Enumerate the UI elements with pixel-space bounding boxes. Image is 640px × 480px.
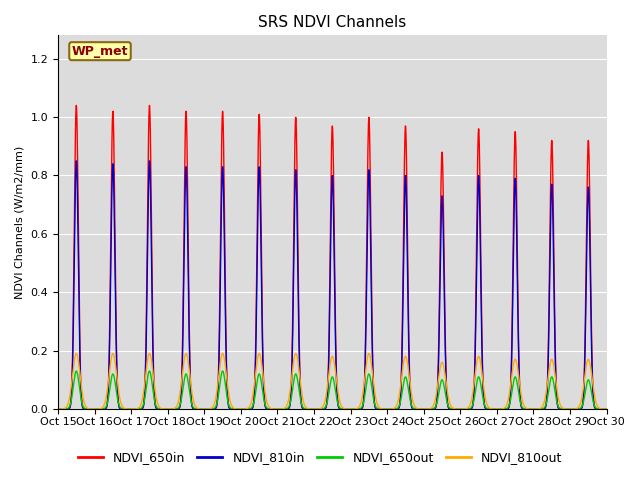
- Line: NDVI_650out: NDVI_650out: [58, 371, 607, 409]
- NDVI_650out: [265, 406, 273, 412]
- NDVI_650in: [265, 406, 273, 412]
- NDVI_810in: [117, 406, 125, 412]
- NDVI_810out: [54, 406, 62, 412]
- NDVI_650out: [592, 405, 600, 411]
- NDVI_810in: [603, 406, 611, 412]
- NDVI_810out: [289, 369, 296, 374]
- NDVI_650out: [150, 390, 157, 396]
- NDVI_650out: [603, 406, 611, 412]
- NDVI_650out: [72, 368, 80, 374]
- Line: NDVI_810out: NDVI_810out: [58, 353, 607, 409]
- Line: NDVI_650in: NDVI_650in: [58, 106, 607, 409]
- NDVI_810out: [72, 350, 80, 356]
- Text: WP_met: WP_met: [72, 45, 128, 58]
- Y-axis label: NDVI Channels (W/m2/mm): NDVI Channels (W/m2/mm): [15, 145, 25, 299]
- NDVI_650in: [117, 406, 125, 412]
- NDVI_810in: [533, 406, 541, 412]
- NDVI_810in: [265, 406, 273, 412]
- NDVI_650in: [72, 103, 80, 108]
- NDVI_810out: [150, 373, 157, 379]
- NDVI_650out: [533, 406, 541, 412]
- NDVI_810out: [592, 400, 600, 406]
- NDVI_650out: [117, 405, 125, 411]
- NDVI_810out: [117, 400, 125, 406]
- NDVI_810in: [54, 406, 62, 412]
- NDVI_650in: [54, 406, 62, 412]
- NDVI_810in: [72, 158, 80, 164]
- NDVI_810out: [603, 406, 611, 412]
- NDVI_650out: [54, 406, 62, 412]
- NDVI_650out: [289, 388, 296, 394]
- Legend: NDVI_650in, NDVI_810in, NDVI_650out, NDVI_810out: NDVI_650in, NDVI_810in, NDVI_650out, NDV…: [72, 446, 568, 469]
- NDVI_810out: [533, 406, 541, 412]
- NDVI_810in: [592, 406, 600, 412]
- Line: NDVI_810in: NDVI_810in: [58, 161, 607, 409]
- NDVI_650in: [603, 406, 611, 412]
- Title: SRS NDVI Channels: SRS NDVI Channels: [258, 15, 406, 30]
- NDVI_810out: [265, 404, 273, 409]
- NDVI_810in: [289, 348, 296, 354]
- NDVI_650in: [150, 359, 157, 364]
- NDVI_650in: [592, 406, 600, 412]
- NDVI_650in: [289, 336, 296, 342]
- NDVI_650in: [533, 406, 541, 412]
- NDVI_810in: [150, 367, 157, 373]
